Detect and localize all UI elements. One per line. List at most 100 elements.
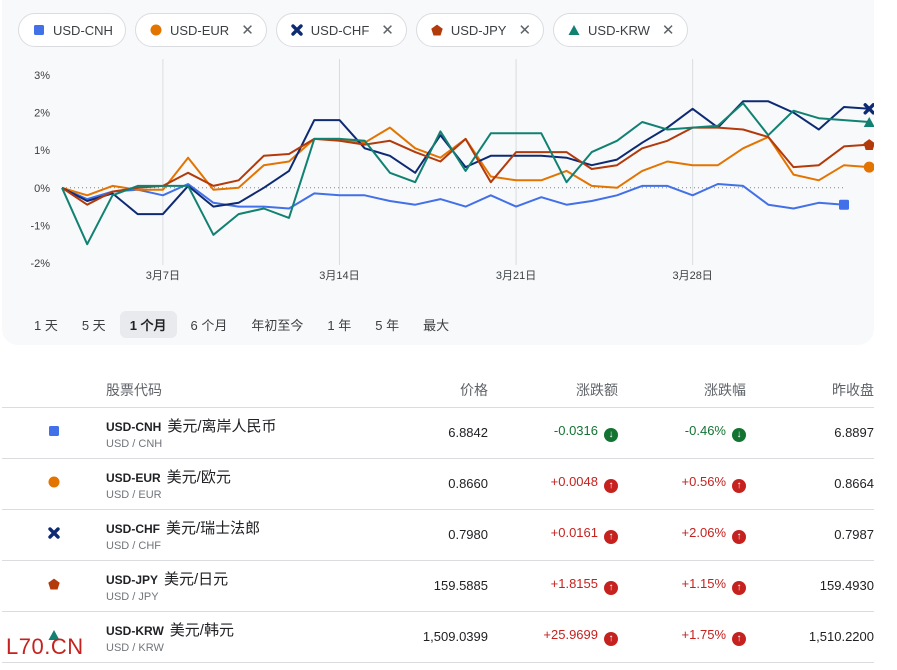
arrow-down-icon: ↓ (604, 428, 618, 442)
row-change-pct: +0.56% (681, 474, 726, 489)
range-tab-3[interactable]: 6 个月 (190, 318, 228, 333)
table-row[interactable]: USD-CNH 美元/离岸人民币 USD / CNH 6.8842 -0.0316… (2, 407, 874, 459)
series-end-marker-usd-eur (863, 161, 874, 173)
range-tab-6[interactable]: 5 年 (375, 318, 400, 333)
row-price: 6.8842 (324, 407, 488, 459)
row-change-pct-cell: -0.46% ↓ (618, 407, 746, 459)
series-line-usd-jpy[interactable] (61, 126, 870, 206)
row-change: +25.9699 (543, 627, 598, 642)
row-symbol-cell[interactable]: USD-CHF 美元/瑞士法郎 USD / CHF (106, 509, 324, 561)
comparison-line-chart[interactable]: 3月7日 3月14日 3月21日 3月28日 3% 2% 1% 0% -1% -2% (2, 55, 874, 295)
series-chip-usd-cnh[interactable]: USD-CNH (18, 13, 126, 47)
arrow-up-icon: ↑ (732, 632, 746, 646)
arrow-up-icon: ↑ (604, 581, 618, 595)
row-symbol: USD-CNH (106, 420, 162, 434)
row-change: +0.0048 (550, 474, 598, 489)
square-marker-icon (33, 24, 45, 36)
y-tick-label: -2% (30, 258, 50, 270)
range-tab-1[interactable]: 5 天 (81, 318, 106, 333)
row-pair: USD / KRW (106, 642, 164, 654)
series-line-usd-chf[interactable] (61, 100, 870, 216)
x-tick-label: 3月14日 (319, 270, 359, 282)
row-change: +1.8155 (550, 576, 598, 591)
table-row[interactable]: USD-KRW 美元/韩元 USD / KRW 1,509.0399 +25.96… (2, 611, 874, 663)
row-change-pct: +1.15% (681, 576, 726, 591)
watermark-text: L70.CN (6, 634, 84, 659)
arrow-up-icon: ↑ (604, 479, 618, 493)
row-marker-cell (2, 407, 106, 459)
triangle-marker-icon (48, 629, 60, 641)
range-tab-5[interactable]: 1 年 (327, 318, 352, 333)
row-marker-cell (2, 611, 106, 663)
range-tab-7[interactable]: 最大 (423, 318, 450, 333)
range-tab-4[interactable]: 年初至今 (251, 318, 304, 333)
row-change: -0.0316 (553, 423, 598, 438)
row-prev-close: 1,510.2200 (746, 611, 874, 663)
arrow-up-icon: ↑ (732, 581, 746, 595)
series-end-marker-usd-jpy (863, 139, 874, 151)
series-end-marker-usd-chf (863, 103, 874, 115)
row-symbol: USD-KRW (106, 624, 164, 638)
circle-marker-icon (48, 476, 60, 488)
table-row[interactable]: USD-JPY 美元/日元 USD / JPY 159.5885 +1.8155 ↑… (2, 560, 874, 612)
row-price: 1,509.0399 (324, 611, 488, 663)
row-change-pct-cell: +2.06% ↑ (618, 509, 746, 561)
row-name: 美元/欧元 (166, 469, 231, 486)
x-tick-label: 3月28日 (672, 270, 712, 282)
close-icon[interactable]: ✕ (518, 21, 532, 39)
range-tab-0[interactable]: 1 天 (34, 318, 58, 333)
range-tab-2[interactable]: 1 个月 (119, 311, 177, 338)
series-chip-label: USD-CNH (53, 22, 113, 38)
series-chip-usd-chf[interactable]: USD-CHF ✕ (275, 13, 407, 47)
row-marker-cell (2, 560, 106, 612)
row-change-cell: +25.9699 ↑ (488, 611, 618, 663)
series-line-usd-cnh[interactable] (61, 183, 845, 210)
row-change-cell: +1.8155 ↑ (488, 560, 618, 612)
series-chip-label: USD-EUR (169, 22, 230, 38)
pentagon-marker-icon (431, 24, 443, 36)
series-end-marker-usd-krw (863, 117, 874, 127)
y-tick-label: 0% (34, 183, 50, 195)
row-change-cell: +0.0048 ↑ (488, 458, 618, 510)
header-change: 涨跌额 (488, 380, 618, 408)
row-change-pct: +2.06% (681, 525, 726, 540)
row-symbol-cell[interactable]: USD-CNH 美元/离岸人民币 USD / CNH (106, 407, 324, 459)
series-chip-usd-krw[interactable]: USD-KRW ✕ (553, 13, 688, 47)
row-name: 美元/韩元 (169, 622, 234, 639)
arrow-down-icon: ↓ (732, 428, 746, 442)
header-prev-close: 昨收盘 (746, 380, 874, 408)
series-line-usd-krw[interactable] (61, 102, 870, 246)
table-row[interactable]: USD-CHF 美元/瑞士法郎 USD / CHF 0.7980 +0.0161 ↑… (2, 509, 874, 561)
row-pair: USD / CNH (106, 438, 163, 450)
arrow-up-icon: ↑ (604, 530, 618, 544)
row-symbol-cell[interactable]: USD-JPY 美元/日元 USD / JPY (106, 560, 324, 612)
row-pair: USD / EUR (106, 489, 162, 501)
header-marker (2, 380, 106, 408)
row-price: 0.8660 (324, 458, 488, 510)
pentagon-marker-icon (48, 578, 60, 590)
close-icon[interactable]: ✕ (661, 21, 675, 39)
header-price: 价格 (324, 380, 488, 408)
cross-marker-icon (48, 527, 60, 539)
y-tick-label: -1% (30, 220, 50, 232)
row-change-pct: +1.75% (681, 627, 726, 642)
close-icon[interactable]: ✕ (241, 21, 254, 39)
row-change-pct-cell: +0.56% ↑ (618, 458, 746, 510)
row-price: 0.7980 (324, 509, 488, 561)
row-symbol-cell[interactable]: USD-KRW 美元/韩元 USD / KRW (106, 611, 324, 663)
cross-marker-icon (291, 24, 303, 36)
row-prev-close: 0.7987 (746, 509, 874, 561)
table-row[interactable]: USD-EUR 美元/欧元 USD / EUR 0.8660 +0.0048 ↑ +… (2, 458, 874, 510)
x-tick-label: 3月7日 (146, 270, 180, 282)
series-chip-usd-jpy[interactable]: USD-JPY ✕ (415, 13, 545, 47)
close-icon[interactable]: ✕ (381, 21, 394, 39)
series-chip-usd-eur[interactable]: USD-EUR ✕ (134, 13, 267, 47)
square-marker-icon (48, 425, 60, 437)
row-change-pct-cell: +1.75% ↑ (618, 611, 746, 663)
series-chip-label: USD-JPY (450, 22, 507, 38)
row-symbol-cell[interactable]: USD-EUR 美元/欧元 USD / EUR (106, 458, 324, 510)
arrow-up-icon: ↑ (732, 479, 746, 493)
table-header-row: 股票代码 价格 涨跌额 涨跌幅 昨收盘 (2, 380, 874, 408)
row-prev-close: 0.8664 (746, 458, 874, 510)
row-pair: USD / CHF (106, 540, 161, 552)
